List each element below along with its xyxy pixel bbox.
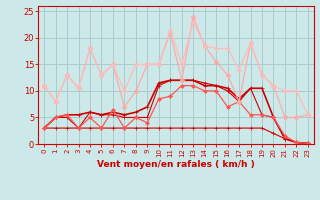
X-axis label: Vent moyen/en rafales ( km/h ): Vent moyen/en rafales ( km/h ) xyxy=(97,160,255,169)
